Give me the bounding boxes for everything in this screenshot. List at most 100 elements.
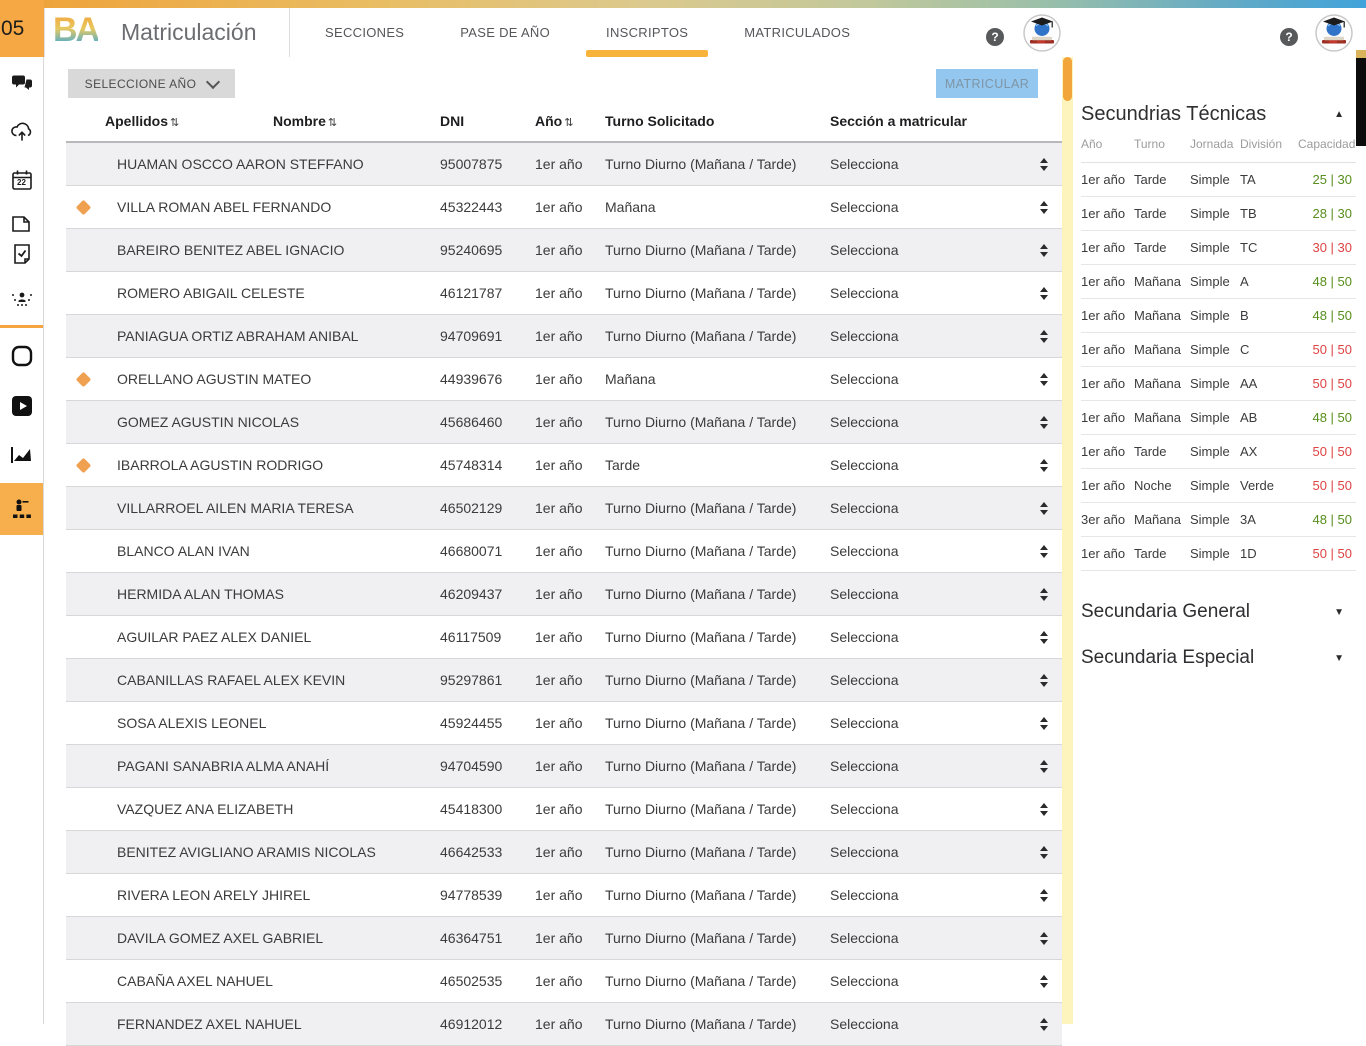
section-select[interactable]: Selecciona <box>830 371 1062 387</box>
sidebar-item-video[interactable] <box>0 384 43 428</box>
tab-inscriptos[interactable]: INSCRIPTOS <box>578 8 716 57</box>
students-table: Apellidos ⇅ Nombre ⇅ DNI Año ⇅ Turno Solici… <box>66 101 1062 1046</box>
student-year: 1er año <box>535 887 583 903</box>
section-select[interactable]: Selecciona <box>830 328 1062 344</box>
section-select-value: Selecciona <box>830 973 899 989</box>
section-row: 1er año Tarde Simple TB 28 | 30 <box>1081 197 1356 231</box>
main-scrollbar-track[interactable] <box>1062 57 1073 1024</box>
section-select[interactable]: Selecciona <box>830 414 1062 430</box>
section-select[interactable]: Selecciona <box>830 156 1062 172</box>
section-year: 1er año <box>1081 240 1126 255</box>
student-row: CABAÑA AXEL NAHUEL 46502535 1er año Turn… <box>66 960 1062 1003</box>
section-capacity: 48 | 50 <box>1312 308 1352 323</box>
section-capacity: 48 | 50 <box>1312 512 1352 527</box>
tab-matriculados[interactable]: MATRICULADOS <box>744 25 851 40</box>
student-name: DAVILA GOMEZ AXEL GABRIEL <box>117 930 324 946</box>
help-icon[interactable]: ? <box>1280 28 1298 46</box>
student-name: VILLA ROMAN ABEL FERNANDO <box>117 199 332 215</box>
section-shift: Mañana <box>1134 308 1181 323</box>
select-arrows-icon <box>1040 974 1048 988</box>
help-icon[interactable]: ? <box>986 28 1004 46</box>
section-toggle-tecnicas[interactable]: Secundrias Técnicas ▲ <box>1081 103 1356 126</box>
tab-secciones[interactable]: SECCIONES <box>325 25 405 40</box>
section-shift: Mañana <box>1134 342 1181 357</box>
section-select[interactable]: Selecciona <box>830 973 1062 989</box>
sidebar-item-cloud-upload[interactable] <box>0 109 43 153</box>
avatar[interactable] <box>1023 14 1061 52</box>
sidebar-item-calendar[interactable]: 22 <box>0 158 43 202</box>
window-scrollbar-thumb[interactable] <box>1356 58 1366 146</box>
section-toggle-general[interactable]: Secundaria General ▼ <box>1081 601 1356 623</box>
section-select[interactable]: Selecciona <box>830 543 1062 559</box>
window-badge: 05 <box>0 0 44 57</box>
section-capacity: 50 | 50 <box>1312 478 1352 493</box>
section-select[interactable]: Selecciona <box>830 758 1062 774</box>
student-year: 1er año <box>535 973 583 989</box>
chevron-down-icon <box>206 74 221 89</box>
avatar[interactable] <box>1315 14 1353 52</box>
section-select-value: Selecciona <box>830 328 899 344</box>
sidebar-item-analytics[interactable] <box>0 433 43 477</box>
section-division: TC <box>1240 240 1258 255</box>
section-jornada: Simple <box>1190 444 1230 459</box>
matricular-button[interactable]: MATRICULAR <box>936 69 1038 98</box>
section-select[interactable]: Selecciona <box>830 801 1062 817</box>
section-toggle-especial[interactable]: Secundaria Especial ▼ <box>1081 647 1356 669</box>
section-select[interactable]: Selecciona <box>830 586 1062 602</box>
section-capacity: 48 | 50 <box>1312 274 1352 289</box>
main-tabs: SECCIONES PASE DE AÑO INSCRIPTOS MATRICU… <box>297 8 878 57</box>
chat-icon <box>11 75 32 90</box>
student-dni: 45924455 <box>440 715 503 731</box>
student-dni: 44939676 <box>440 371 503 387</box>
section-division: TB <box>1240 206 1257 221</box>
section-select[interactable]: Selecciona <box>830 844 1062 860</box>
sidebar-item-form-check[interactable] <box>0 232 43 276</box>
sidebar-item-enrollment[interactable] <box>0 483 43 535</box>
section-row: 1er año Tarde Simple 1D 50 | 50 <box>1081 537 1356 571</box>
collapse-down-icon: ▼ <box>1334 606 1344 618</box>
sections-table-header: Año Turno Jornada División Capacidad <box>1081 126 1356 163</box>
section-year: 1er año <box>1081 274 1126 289</box>
student-name: RIVERA LEON ARELY JHIREL <box>117 887 311 903</box>
column-apellidos[interactable]: Apellidos ⇅ <box>105 113 180 129</box>
section-select[interactable]: Selecciona <box>830 1016 1062 1032</box>
section-select[interactable]: Selecciona <box>830 500 1062 516</box>
form-check-icon <box>13 244 30 264</box>
sidebar-item-shape[interactable] <box>0 334 43 378</box>
section-select[interactable]: Selecciona <box>830 715 1062 731</box>
student-row: PAGANI SANABRIA ALMA ANAHÍ 94704590 1er … <box>66 745 1062 788</box>
student-year: 1er año <box>535 801 583 817</box>
section-year: 1er año <box>1081 546 1126 561</box>
student-row: VILLA ROMAN ABEL FERNANDO 45322443 1er a… <box>66 186 1062 229</box>
section-select[interactable]: Selecciona <box>830 242 1062 258</box>
calendar-icon: 22 <box>11 169 33 191</box>
sidebar-item-document[interactable] <box>0 202 43 246</box>
column-anio[interactable]: Año ⇅ <box>535 113 574 129</box>
section-shift: Noche <box>1134 478 1172 493</box>
sidebar-item-community[interactable] <box>0 276 43 320</box>
column-nombre[interactable]: Nombre ⇅ <box>273 113 338 129</box>
section-select[interactable]: Selecciona <box>830 887 1062 903</box>
student-row: HERMIDA ALAN THOMAS 46209437 1er año Tur… <box>66 573 1062 616</box>
section-select[interactable]: Selecciona <box>830 629 1062 645</box>
tab-pase-de-anio[interactable]: PASE DE AÑO <box>460 25 551 40</box>
student-name: FERNANDEZ AXEL NAHUEL <box>117 1016 302 1032</box>
section-select[interactable]: Selecciona <box>830 285 1062 301</box>
section-select[interactable]: Selecciona <box>830 930 1062 946</box>
sidebar-item-chat[interactable] <box>0 62 43 106</box>
main-scrollbar-thumb[interactable] <box>1063 57 1072 101</box>
requested-shift: Turno Diurno (Mañana / Tarde) <box>605 973 797 989</box>
section-capacity: 30 | 30 <box>1312 240 1352 255</box>
section-jornada: Simple <box>1190 206 1230 221</box>
requested-shift: Turno Diurno (Mañana / Tarde) <box>605 672 797 688</box>
app-header: BA Matriculación SECCIONES PASE DE AÑO I… <box>44 8 1366 58</box>
section-select[interactable]: Selecciona <box>830 199 1062 215</box>
student-row: ORELLANO AGUSTIN MATEO 44939676 1er año … <box>66 358 1062 401</box>
section-select[interactable]: Selecciona <box>830 672 1062 688</box>
select-year-dropdown[interactable]: SELECCIONE AÑO <box>68 69 235 98</box>
sort-icon: ⇅ <box>327 117 338 129</box>
student-dni: 94709691 <box>440 328 503 344</box>
student-row: FERNANDEZ AXEL NAHUEL 46912012 1er año T… <box>66 1003 1062 1046</box>
student-row: ROMERO ABIGAIL CELESTE 46121787 1er año … <box>66 272 1062 315</box>
section-select[interactable]: Selecciona <box>830 457 1062 473</box>
